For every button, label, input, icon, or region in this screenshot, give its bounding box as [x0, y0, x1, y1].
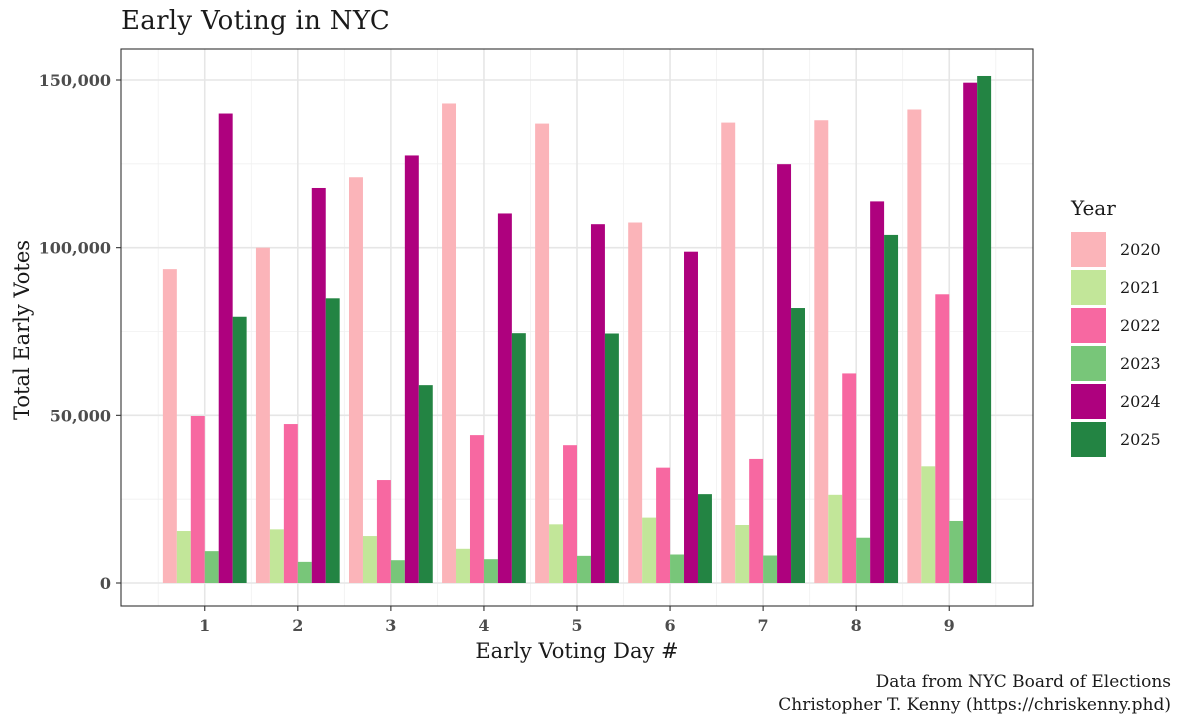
- x-tick-label: 2: [292, 616, 303, 635]
- bar-2021-day-7: [735, 524, 750, 583]
- x-tick-label: 8: [851, 616, 862, 635]
- bar-2023-day-1: [204, 551, 219, 583]
- bar-2020-day-2: [255, 247, 270, 584]
- caption: Data from NYC Board of Elections Christo…: [778, 671, 1171, 717]
- legend-swatch: [1071, 269, 1106, 305]
- bar-2023-day-6: [670, 554, 685, 583]
- caption-author: Christopher T. Kenny (https://chriskenny…: [778, 695, 1171, 715]
- bar-2021-day-1: [176, 531, 191, 583]
- legend-title: Year: [1071, 196, 1116, 220]
- legend-label: 2023: [1120, 353, 1161, 373]
- legend-item-2024: 2024: [1071, 382, 1161, 420]
- x-axis-title: Early Voting Day #: [475, 639, 678, 663]
- bar-2025-day-7: [791, 308, 805, 583]
- x-tick-label: 1: [199, 616, 210, 635]
- bar-2024-day-3: [404, 155, 419, 583]
- legend-item-2020: 2020: [1071, 230, 1161, 268]
- y-tick-label: 50,000: [50, 406, 111, 425]
- y-tick-label: 150,000: [39, 71, 111, 90]
- chart-title: Early Voting in NYC: [121, 6, 391, 36]
- bar-2023-day-7: [763, 555, 778, 583]
- bar-2020-day-5: [535, 123, 550, 583]
- bar-2020-day-1: [162, 269, 177, 583]
- bar-2021-day-3: [362, 536, 377, 583]
- legend-swatch: [1071, 307, 1106, 343]
- x-tick-label: 7: [758, 616, 769, 635]
- bar-2025-day-3: [418, 385, 433, 583]
- legend-item-2022: 2022: [1071, 306, 1161, 344]
- legend-label: 2021: [1120, 277, 1161, 297]
- bar-2023-day-4: [483, 559, 498, 583]
- bar-2025-day-6: [697, 494, 712, 583]
- bar-2020-day-3: [349, 177, 363, 583]
- bar-2021-day-5: [549, 524, 564, 583]
- legend-label: 2020: [1120, 239, 1161, 259]
- bar-2022-day-5: [563, 445, 577, 583]
- bar-2024-day-6: [684, 251, 698, 583]
- bar-2025-day-1: [232, 316, 247, 583]
- legend-items: 2020 2021 2022 2023 2024 2025: [1071, 230, 1161, 458]
- legend-swatch: [1071, 383, 1106, 419]
- y-axis-title: Total Early Votes: [10, 240, 34, 420]
- bar-2023-day-2: [297, 561, 312, 583]
- x-tick-label: 9: [944, 616, 955, 635]
- x-tick-label: 4: [478, 616, 489, 635]
- y-tick-label: 100,000: [39, 239, 111, 258]
- bar-2025-day-2: [325, 298, 340, 583]
- bar-2021-day-2: [269, 529, 284, 583]
- bar-2024-day-4: [497, 213, 512, 583]
- bar-2020-day-7: [721, 122, 736, 583]
- bar-2025-day-4: [511, 333, 526, 583]
- caption-source: Data from NYC Board of Elections: [875, 672, 1171, 692]
- legend-label: 2025: [1120, 429, 1161, 449]
- legend-item-2023: 2023: [1071, 344, 1161, 382]
- x-tick-label: 6: [664, 616, 675, 635]
- legend-swatch: [1071, 421, 1106, 457]
- legend-item-2025: 2025: [1071, 420, 1161, 458]
- bar-2024-day-9: [963, 82, 978, 584]
- bar-2024-day-1: [218, 113, 233, 583]
- bar-2022-day-6: [656, 467, 671, 583]
- x-tick-label: 3: [385, 616, 396, 635]
- bar-2025-day-9: [977, 75, 992, 583]
- bar-2024-day-8: [870, 201, 885, 583]
- legend-label: 2022: [1120, 315, 1161, 335]
- bar-2021-day-6: [642, 517, 657, 583]
- bar-2020-day-8: [814, 120, 829, 584]
- bar-2020-day-9: [907, 109, 922, 583]
- bar-2022-day-1: [190, 416, 205, 583]
- bars: [162, 75, 992, 584]
- bar-2022-day-3: [376, 480, 391, 583]
- bar-2023-day-9: [949, 520, 964, 583]
- bar-2024-day-2: [311, 187, 326, 584]
- bar-2022-day-4: [469, 435, 484, 583]
- bar-2022-day-2: [283, 424, 298, 583]
- axes: 0 50,000 100,000 150,000 1 2 3 4 5 6 7 8 9: [39, 71, 955, 635]
- bar-2020-day-4: [442, 103, 457, 583]
- legend-item-2021: 2021: [1071, 268, 1161, 306]
- bar-2023-day-3: [390, 560, 405, 583]
- y-tick-label: 0: [100, 574, 111, 593]
- bar-2025-day-8: [884, 234, 899, 584]
- bar-2022-day-9: [935, 294, 950, 583]
- bar-2021-day-8: [828, 494, 843, 583]
- legend: Year 2020 2021 2022 2023 2024 2025: [1071, 196, 1161, 458]
- bar-2023-day-8: [856, 537, 871, 583]
- bar-2022-day-8: [842, 373, 857, 583]
- bar-2023-day-5: [577, 555, 591, 583]
- x-tick-label: 5: [571, 616, 582, 635]
- legend-swatch: [1071, 231, 1106, 267]
- legend-swatch: [1071, 345, 1106, 381]
- bar-2022-day-7: [749, 458, 764, 583]
- bar-2021-day-4: [456, 548, 470, 583]
- bar-2024-day-5: [590, 224, 605, 583]
- bar-2020-day-6: [628, 222, 643, 583]
- bar-2021-day-9: [921, 466, 936, 583]
- legend-label: 2024: [1120, 391, 1161, 411]
- bar-2025-day-5: [604, 333, 619, 583]
- bar-2024-day-7: [777, 164, 792, 584]
